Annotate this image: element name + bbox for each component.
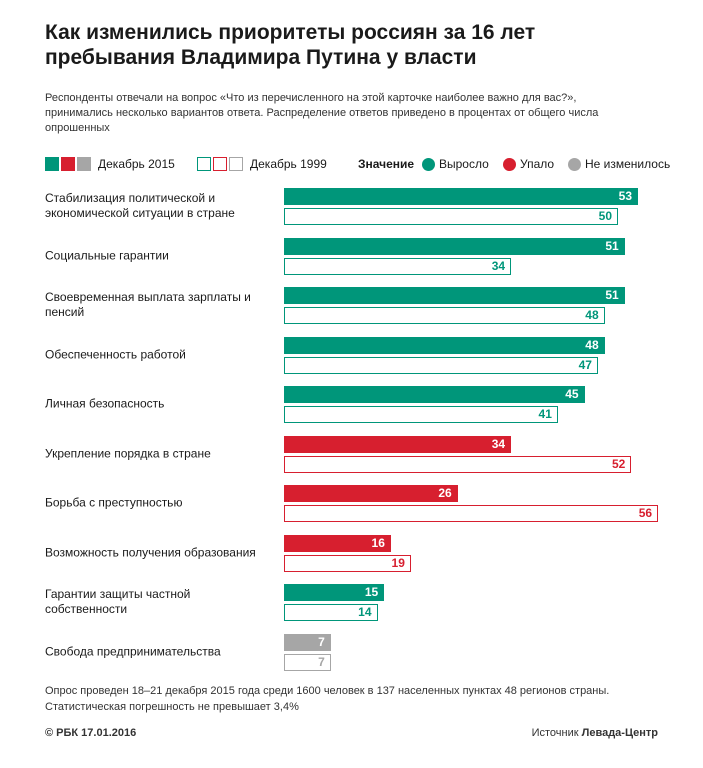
source: Источник Левада-Центр xyxy=(532,727,658,739)
value-label: 51 xyxy=(605,238,619,253)
category-label: Стабилизация политической и экономическо… xyxy=(45,191,235,220)
bar xyxy=(284,287,625,304)
bar xyxy=(284,336,605,354)
credit: © РБК 17.01.2016 xyxy=(45,727,137,739)
bar xyxy=(284,554,411,572)
category-label: Укрепление порядка в стране xyxy=(45,446,211,460)
bar xyxy=(284,307,605,324)
bar xyxy=(284,356,598,374)
bar xyxy=(284,604,378,621)
value-label: 15 xyxy=(364,585,379,599)
legend-swatch xyxy=(45,157,59,171)
value-label: 26 xyxy=(438,486,452,500)
category-label: Социальные гарантии xyxy=(45,248,169,262)
value-label: 52 xyxy=(612,456,626,471)
bar xyxy=(284,386,585,403)
value-label: 7 xyxy=(318,634,325,649)
category-label: Возможность получения образования xyxy=(45,545,256,559)
value-label: 47 xyxy=(578,357,592,372)
category-label: Личная безопасность xyxy=(45,396,165,411)
source-label: Источник xyxy=(531,727,579,739)
bar xyxy=(284,633,331,651)
legend-title: Значение xyxy=(358,157,415,171)
value-label: 34 xyxy=(491,436,506,451)
value-label: 48 xyxy=(585,337,599,352)
bar xyxy=(284,455,632,473)
bar xyxy=(284,406,558,423)
category-label: Борьба с преступностью xyxy=(45,495,183,510)
bar xyxy=(284,435,512,453)
category-label: Свобода предпринимательства xyxy=(45,644,221,658)
value-label: 48 xyxy=(585,308,599,322)
source-name: Левада-Центр xyxy=(581,727,658,739)
legend-dot xyxy=(422,158,435,171)
value-label: 16 xyxy=(371,535,385,550)
legend-label: Не изменилось xyxy=(585,157,671,171)
category-label: Обеспеченность работой xyxy=(45,347,186,361)
legend-label: Выросло xyxy=(439,157,489,171)
value-label: 53 xyxy=(618,189,633,203)
legend-dot xyxy=(568,158,581,171)
value-label: 19 xyxy=(391,555,405,570)
chart-subtitle: Респонденты отвечали на вопрос «Что из п… xyxy=(45,92,599,134)
bar xyxy=(284,208,618,225)
bar xyxy=(284,584,385,601)
value-label: 41 xyxy=(538,407,552,421)
value-label: 7 xyxy=(318,654,325,669)
legend-swatch xyxy=(213,157,227,171)
value-label: 14 xyxy=(358,605,372,619)
category-label: Гарантии защиты частной собственности xyxy=(45,587,191,616)
legend-swatch xyxy=(61,157,75,171)
bar xyxy=(284,237,625,255)
legend-swatch xyxy=(229,157,243,171)
legend-label: Упало xyxy=(520,157,555,171)
value-label: 45 xyxy=(565,387,579,401)
bar xyxy=(284,653,331,671)
value-label: 51 xyxy=(605,288,619,302)
bar xyxy=(284,534,391,552)
value-label: 34 xyxy=(491,258,506,273)
chart-title: Как изменились приоритеты россиян за 16 … xyxy=(45,21,536,69)
legend-swatch xyxy=(77,157,91,171)
bar xyxy=(284,505,659,522)
bar xyxy=(284,257,512,275)
footnote: Опрос проведен 18–21 декабря 2015 года с… xyxy=(45,685,610,713)
legend-swatch xyxy=(197,157,211,171)
legend-dot xyxy=(503,158,516,171)
bar xyxy=(284,485,458,502)
value-label: 56 xyxy=(638,506,653,520)
category-label: Своевременная выплата зарплаты и пенсий xyxy=(45,290,251,319)
legend-label: Декабрь 1999 xyxy=(250,157,327,171)
bar xyxy=(284,188,639,205)
value-label: 50 xyxy=(598,209,612,223)
legend-label: Декабрь 2015 xyxy=(98,157,175,171)
